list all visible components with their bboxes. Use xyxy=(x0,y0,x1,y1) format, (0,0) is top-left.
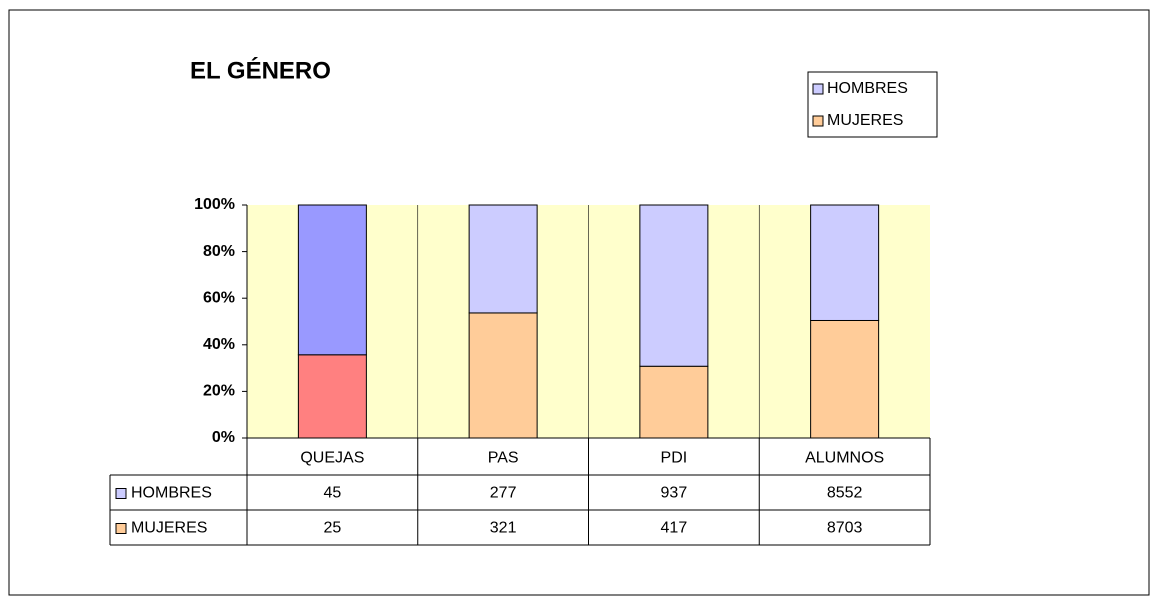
bar-segment xyxy=(810,319,880,439)
bar-segment xyxy=(468,312,538,439)
legend-key xyxy=(812,83,824,95)
table-value: 277 xyxy=(490,485,517,502)
table-value: 417 xyxy=(661,520,688,537)
y-tick-label: 0% xyxy=(212,429,235,446)
bar-segment xyxy=(639,365,709,439)
legend-label: MUJERES xyxy=(827,112,903,129)
x-tick-label: ALUMNOS xyxy=(805,450,884,467)
y-tick-label: 60% xyxy=(203,289,235,306)
bar-segment xyxy=(297,354,367,439)
bar-segment xyxy=(468,204,538,314)
table-value: 8703 xyxy=(827,520,863,537)
y-tick-label: 100% xyxy=(194,196,235,213)
bar-segment xyxy=(297,204,367,356)
table-value: 8552 xyxy=(827,485,863,502)
x-tick-label: PDI xyxy=(661,450,688,467)
legend-key xyxy=(812,115,824,127)
y-tick-label: 80% xyxy=(203,243,235,260)
table-value: 321 xyxy=(490,520,517,537)
x-tick-label: QUEJAS xyxy=(300,450,364,467)
table-value: 45 xyxy=(323,485,341,502)
table-value: 25 xyxy=(323,520,341,537)
y-tick-label: 40% xyxy=(203,336,235,353)
bar-segment xyxy=(639,204,709,367)
table-legend-key xyxy=(115,488,127,499)
table-value: 937 xyxy=(661,485,688,502)
chart-title: EL GÉNERO xyxy=(190,56,331,84)
y-tick-label: 20% xyxy=(203,383,235,400)
bar-segment xyxy=(810,204,880,321)
x-tick-label: PAS xyxy=(488,450,519,467)
legend-box xyxy=(807,71,938,138)
table-legend-key xyxy=(115,523,127,534)
legend-label: HOMBRES xyxy=(827,80,908,97)
table-series-name: MUJERES xyxy=(131,520,207,537)
table-series-name: HOMBRES xyxy=(131,485,212,502)
